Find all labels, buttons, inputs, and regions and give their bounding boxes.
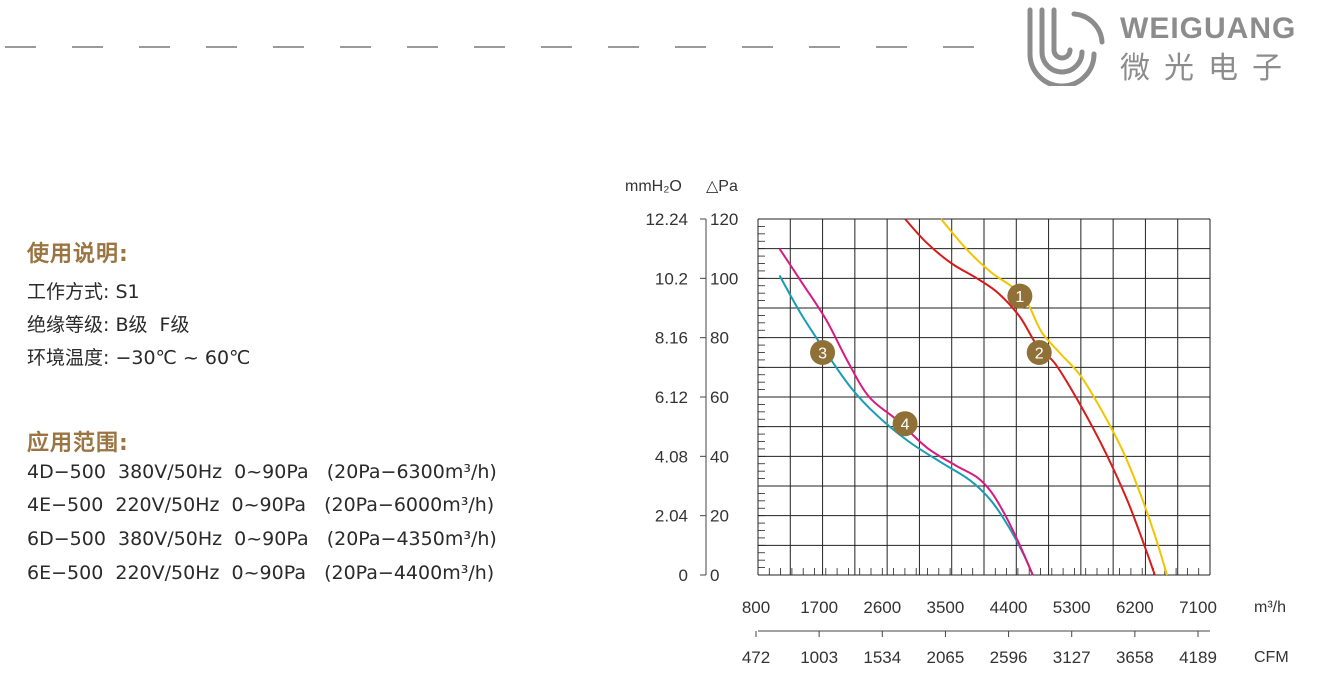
curve-1 xyxy=(940,218,1168,576)
x-unit-m3h: m³/h xyxy=(1254,599,1286,616)
usage-line-3: 环境温度: −30℃ ~ 60℃ xyxy=(27,347,251,369)
curve-label-4: 4 xyxy=(901,417,910,434)
x-tick-cfm: 3658 xyxy=(1116,648,1154,667)
y-tick-mmh2o: 2.04 xyxy=(655,507,688,526)
y-tick-pa: 0 xyxy=(710,566,719,585)
x-tick-m3h: 4400 xyxy=(990,598,1028,617)
x-tick-cfm: 2065 xyxy=(927,648,965,667)
usage-line-2: 绝缘等级: B级 F级 xyxy=(27,314,190,336)
x-unit-cfm: CFM xyxy=(1254,649,1289,666)
y-unit-pa: △Pa xyxy=(706,178,738,195)
curve-marker-2 xyxy=(1026,340,1052,365)
x-tick-m3h: 3500 xyxy=(927,598,965,617)
header-dash xyxy=(474,46,505,48)
chart-labels: mmH₂O △Pa 0 0 2.04 20 4.08 40 6.12 60 8.16 80 10.2 10… xyxy=(625,178,1289,667)
chart-curves xyxy=(778,218,1168,576)
y-tick-pa: 60 xyxy=(710,388,729,407)
x-tick-m3h: 6200 xyxy=(1116,598,1154,617)
header-dash xyxy=(273,46,304,48)
y-tick-mmh2o: 0 xyxy=(679,566,688,585)
x-tick-cfm: 472 xyxy=(742,648,770,667)
y-tick-mmh2o: 12.24 xyxy=(645,210,688,229)
y-tick-mmh2o: 10.2 xyxy=(655,269,688,288)
header-dash xyxy=(675,46,706,48)
header-dash xyxy=(139,46,170,48)
header-dash xyxy=(943,46,974,48)
usage-line-1: 工作方式: S1 xyxy=(27,281,140,303)
application-line-4: 6E−500 220V/50Hz 0~90Pa (20Pa−4400m³/h) xyxy=(27,562,495,584)
brand-chinese: 微光电子 xyxy=(1120,51,1296,86)
x-tick-cfm: 3127 xyxy=(1053,648,1091,667)
x-tick-m3h: 2600 xyxy=(863,598,901,617)
y-tick-pa: 40 xyxy=(710,447,729,466)
curve-label-3: 3 xyxy=(818,346,827,363)
header-dash xyxy=(541,46,572,48)
fan-performance-chart: mmH₂O △Pa 0 0 2.04 20 4.08 40 6.12 60 8.16 80 10.2 10… xyxy=(625,178,1289,667)
y-tick-mmh2o: 8.16 xyxy=(655,329,688,348)
y-tick-pa: 120 xyxy=(710,210,738,229)
weiguang-logo: WEIGUANG 微光电子 xyxy=(1027,7,1296,86)
x-tick-cfm: 4189 xyxy=(1179,648,1217,667)
y-tick-pa: 20 xyxy=(710,507,729,526)
curve-label-2: 2 xyxy=(1035,346,1044,363)
header-dash xyxy=(407,46,438,48)
x-tick-m3h: 1700 xyxy=(800,598,838,617)
header-dash xyxy=(742,46,773,48)
header-dash xyxy=(5,46,36,48)
curve-marker-1 xyxy=(1007,283,1033,309)
y-tick-pa: 80 xyxy=(710,329,729,348)
application-line-1: 4D−500 380V/50Hz 0~90Pa (20Pa−6300m³/h) xyxy=(27,461,497,483)
application-line-2: 4E−500 220V/50Hz 0~90Pa (20Pa−6000m³/h) xyxy=(27,494,495,516)
y-tick-pa: 100 xyxy=(710,269,738,288)
y-unit-mmh2o: mmH₂O xyxy=(625,178,682,195)
header-dash xyxy=(72,46,103,48)
x-tick-cfm: 2596 xyxy=(990,648,1028,667)
header-dash xyxy=(206,46,237,48)
header-dash xyxy=(809,46,840,48)
logo-mark-icon xyxy=(1027,7,1105,86)
curve-marker-4 xyxy=(892,411,918,437)
header-dash xyxy=(340,46,371,48)
application-title: 应用范围: xyxy=(27,431,129,456)
x-tick-m3h: 5300 xyxy=(1053,598,1091,617)
x-tick-cfm: 1534 xyxy=(863,648,901,667)
curve-marker-3 xyxy=(810,340,836,365)
header-dash xyxy=(608,46,639,48)
y-tick-mmh2o: 4.08 xyxy=(655,447,688,466)
y-tick-mmh2o: 6.12 xyxy=(655,388,688,407)
curve-label-1: 1 xyxy=(1015,289,1024,306)
brand-name: WEIGUANG xyxy=(1120,12,1296,45)
x-tick-m3h: 800 xyxy=(742,598,770,617)
chart-grid xyxy=(757,218,1211,576)
x-tick-m3h: 7100 xyxy=(1179,598,1217,617)
curve-4 xyxy=(778,248,1034,576)
usage-title: 使用说明: xyxy=(27,242,129,267)
x-tick-cfm: 1003 xyxy=(800,648,838,667)
application-line-3: 6D−500 380V/50Hz 0~90Pa (20Pa−4350m³/h) xyxy=(27,528,497,550)
header-dash xyxy=(876,46,907,48)
